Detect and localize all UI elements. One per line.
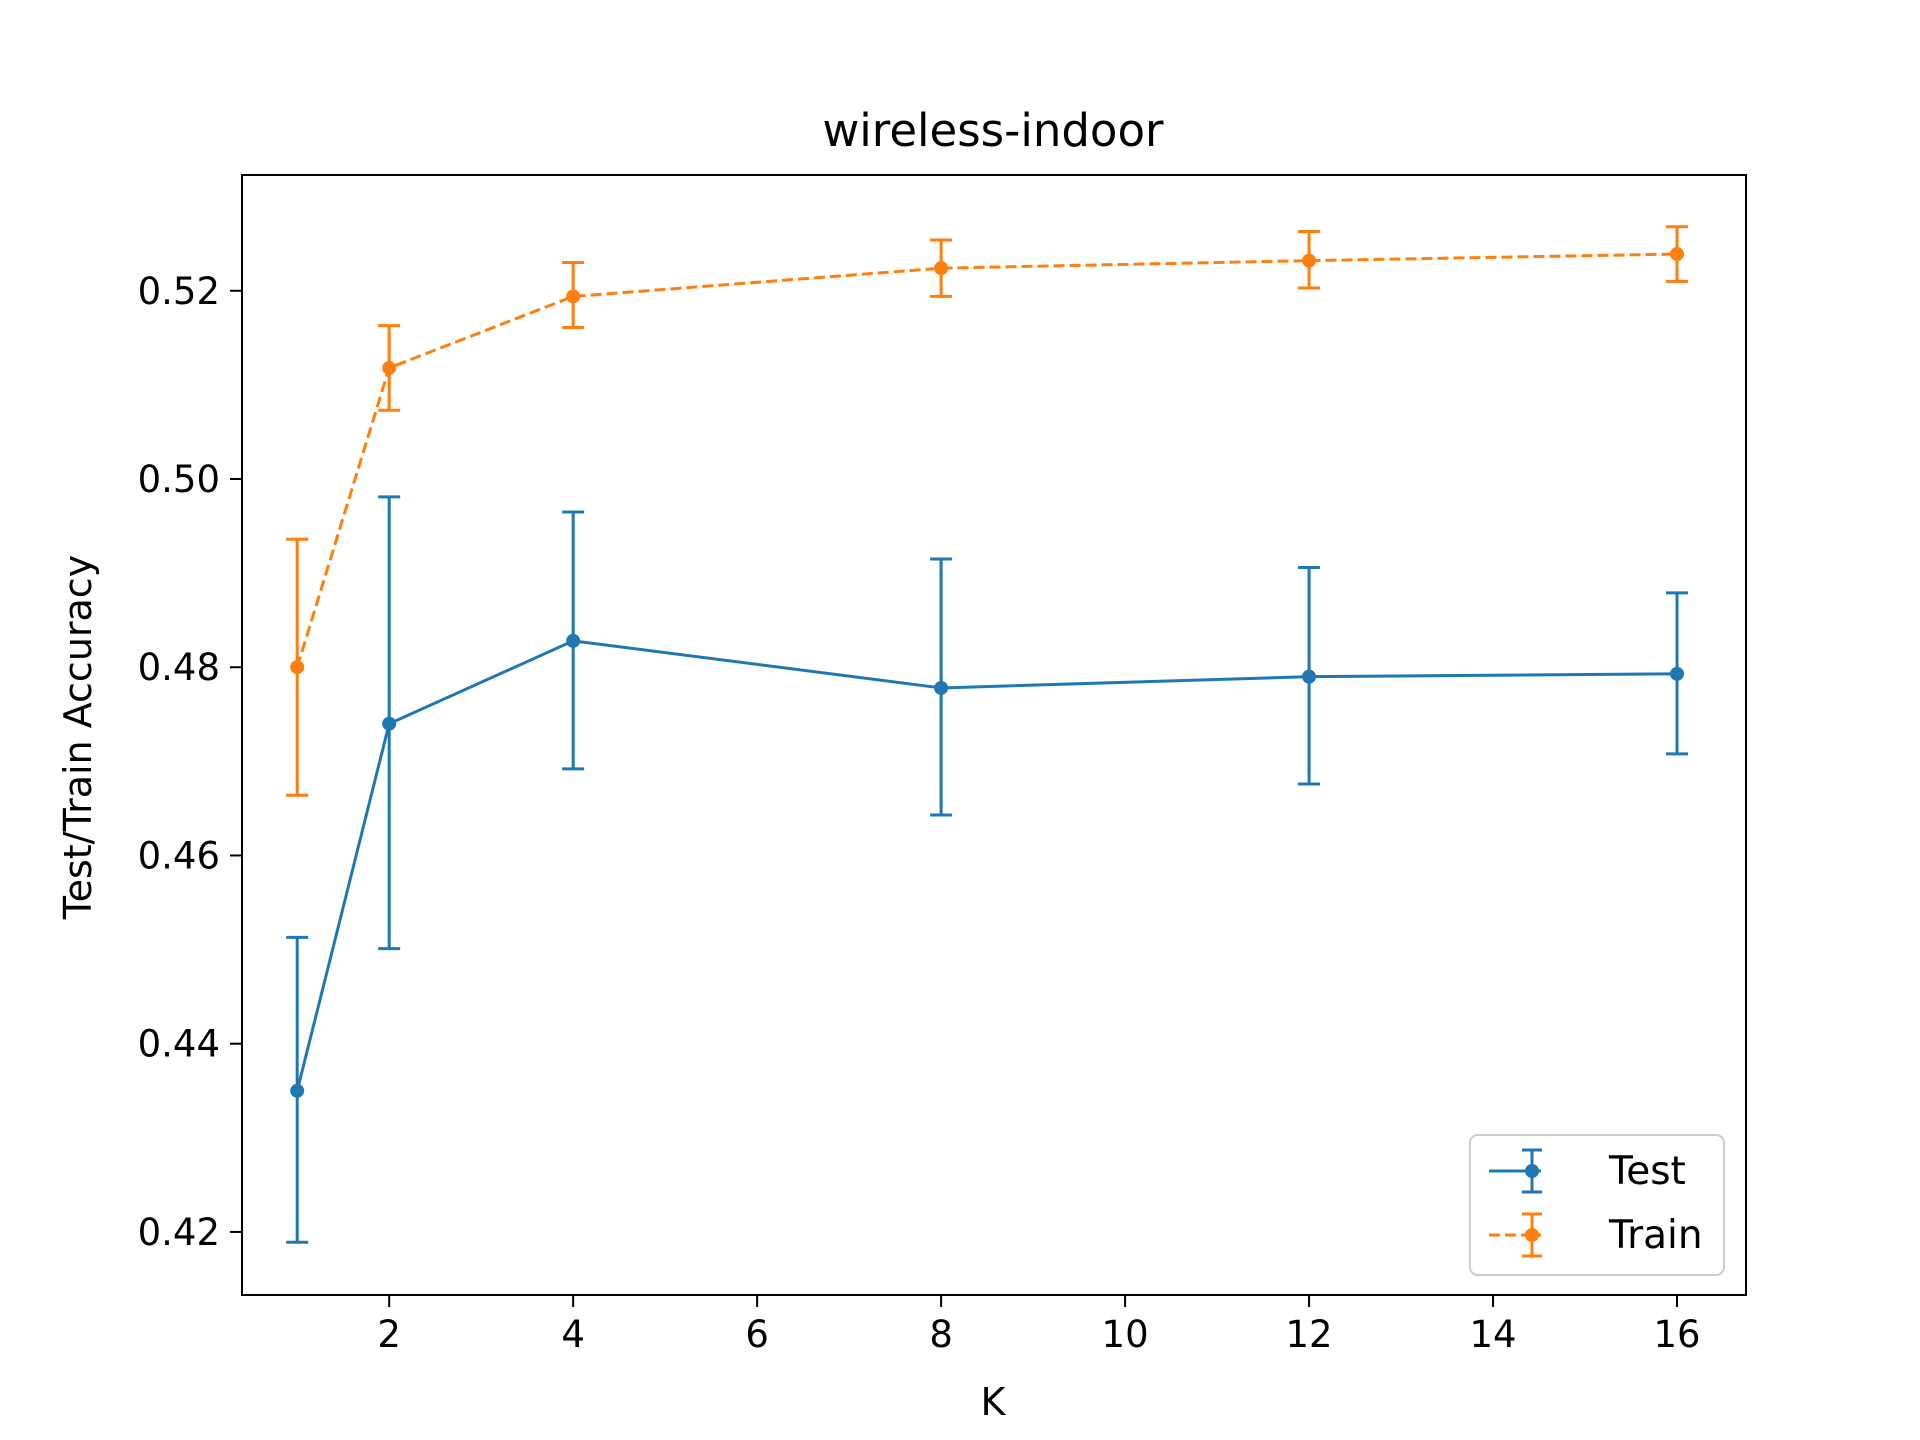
- x-tick-label-12: 12: [1286, 1313, 1333, 1356]
- y-tick-label-2: 0.46: [138, 834, 220, 877]
- x-tick-label-8: 8: [929, 1313, 953, 1356]
- x-tick-label-4: 4: [561, 1313, 585, 1356]
- train-point-1: [382, 360, 397, 375]
- test-point-2: [566, 633, 581, 648]
- x-tick-label-14: 14: [1469, 1313, 1516, 1356]
- y-tick-label-4: 0.50: [138, 458, 220, 501]
- legend-entry-test: Test: [1489, 1148, 1686, 1194]
- x-axis: 2 4 6 8 10 12 14 16: [377, 1295, 1701, 1356]
- y-tick-label-5: 0.52: [138, 270, 220, 313]
- x-axis-label: K: [981, 1380, 1007, 1424]
- test-point-1: [382, 716, 397, 731]
- legend-label-test: Test: [1608, 1149, 1686, 1194]
- train-point-2: [566, 289, 581, 304]
- y-axis: 0.42 0.44 0.46 0.48 0.50 0.52: [138, 270, 242, 1254]
- legend-entry-train: Train: [1489, 1212, 1703, 1258]
- test-point-0: [290, 1083, 305, 1098]
- legend-marker-test: [1525, 1164, 1539, 1178]
- test-line: [295, 639, 1678, 1092]
- series-test: [286, 495, 1689, 1244]
- train-point-4: [1302, 253, 1317, 268]
- train-line: [295, 252, 1678, 668]
- series-layer: [286, 225, 1689, 1244]
- legend: Test Train: [1469, 1134, 1725, 1276]
- x-tick-label-16: 16: [1653, 1313, 1700, 1356]
- series-train: [286, 225, 1689, 797]
- legend-marker-train: [1525, 1228, 1539, 1242]
- train-point-3: [934, 261, 949, 276]
- x-tick-label-6: 6: [745, 1313, 769, 1356]
- x-tick-label-2: 2: [377, 1313, 401, 1356]
- y-tick-label-3: 0.48: [138, 646, 220, 689]
- legend-label-train: Train: [1608, 1213, 1703, 1258]
- test-point-3: [934, 680, 949, 695]
- plot-frame: [241, 174, 1747, 1296]
- y-tick-label-1: 0.44: [138, 1023, 220, 1066]
- y-axis-label: Test/Train Accuracy: [56, 555, 100, 920]
- test-point-5: [1670, 666, 1685, 681]
- train-point-5: [1670, 247, 1685, 262]
- chart-title: wireless-indoor: [823, 104, 1164, 157]
- y-tick-label-0: 0.42: [138, 1211, 220, 1254]
- x-tick-label-10: 10: [1102, 1313, 1149, 1356]
- train-point-0: [290, 660, 305, 675]
- test-point-4: [1302, 669, 1317, 684]
